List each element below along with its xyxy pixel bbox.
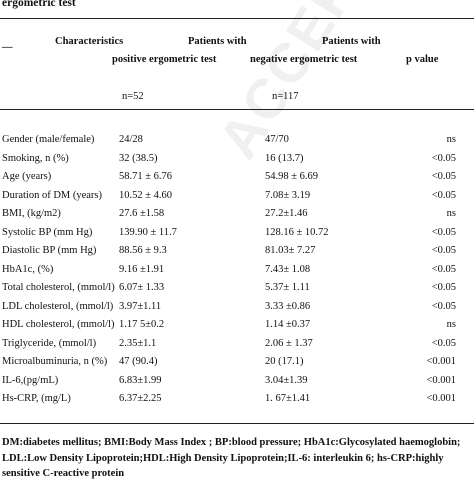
bottom-rule — [0, 423, 474, 424]
table-row: Hs-CRP, (mg/L) 6.37±2.25 1. 67±1.41 <0.001 — [0, 393, 474, 411]
negative-value: 47/70 — [265, 134, 289, 145]
positive-value: 27.6 ±1.58 — [119, 208, 165, 219]
row-label: Duration of DM (years) — [2, 189, 103, 201]
negative-value: 1.14 ±0.37 — [265, 319, 311, 330]
row-label: Gender (male/female) — [2, 134, 95, 145]
positive-value: 58.71 ± 6.76 — [119, 171, 173, 182]
header-negative-line1: Patients with — [322, 36, 381, 47]
header-positive-line1: Patients with — [188, 36, 247, 47]
negative-value: 54.98 ± 6.69 — [265, 171, 319, 182]
negative-value: 2.06 ± 1.37 — [265, 337, 313, 349]
header-characteristics: Characteristics — [55, 36, 124, 47]
p-value: ns — [446, 208, 456, 219]
p-value: <0.05 — [431, 263, 456, 275]
row-label: Hs-CRP, (mg/L) — [2, 393, 71, 404]
p-value: <0.001 — [426, 393, 456, 404]
positive-value: 3.97±1.11 — [119, 300, 162, 312]
table-row: HbA1c, (%) 9.16 ±1.91 7.43± 1.08 <0.05 — [0, 264, 474, 282]
row-label: LDL cholesterol, (mmol/l) — [2, 300, 114, 312]
positive-value: 139.90 ± 11.7 — [119, 226, 177, 238]
table-row: Duration of DM (years) 10.52 ± 4.60 7.08± … — [0, 190, 474, 208]
p-value: <0.05 — [431, 171, 456, 182]
negative-value: 7.43± 1.08 — [265, 263, 311, 275]
positive-value: 47 (90.4) — [119, 356, 158, 367]
header-p-value: p value — [406, 54, 439, 65]
p-value: <0.001 — [426, 374, 456, 386]
n-negative: n=117 — [272, 91, 299, 102]
positive-value: 24/28 — [119, 134, 143, 145]
table-row: Triglyceride, (mmol/l) 2.35±1.1 2.06 ± 1.3… — [0, 338, 474, 356]
row-label: Total cholesterol, (mmol/l) — [2, 282, 115, 293]
row-label: Systolic BP (mm Hg) — [2, 226, 93, 238]
row-label: Microalbuminuria, n (%) — [2, 356, 108, 367]
table-row: HDL cholesterol, (mmol/l) 1.17 5±0.2 1.14 … — [0, 319, 474, 337]
table-row: Age (years) 58.71 ± 6.76 54.98 ± 6.69 <0.05 — [0, 171, 474, 189]
table-row: Total cholesterol, (mmol/l) 6.07± 1.33 5.3… — [0, 282, 474, 300]
positive-value: 6.07± 1.33 — [119, 282, 165, 293]
positive-value: 88.56 ± 9.3 — [119, 245, 167, 256]
negative-value: 3.04±1.39 — [265, 374, 308, 386]
table-row: Smoking, n (%) 32 (38.5) 16 (13.7) <0.05 — [0, 153, 474, 171]
p-value: <0.001 — [426, 356, 456, 367]
positive-value: 6.37±2.25 — [119, 393, 162, 404]
table-row: Diastolic BP (mm Hg) 88.56 ± 9.3 81.03± 7.… — [0, 245, 474, 263]
negative-value: 81.03± 7.27 — [265, 245, 316, 256]
table-row: LDL cholesterol, (mmol/l) 3.97±1.11 3.33 ±… — [0, 301, 474, 319]
header-negative-line2: negative ergometric test — [250, 54, 358, 65]
table-row: Systolic BP (mm Hg) 139.90 ± 11.7 128.16 ±… — [0, 227, 474, 245]
negative-value: 27.2±1.46 — [265, 208, 308, 219]
row-label: Diastolic BP (mm Hg) — [2, 245, 97, 256]
table-row: BMI, (kg/m2) 27.6 ±1.58 27.2±1.46 ns — [0, 208, 474, 226]
positive-value: 9.16 ±1.91 — [119, 263, 165, 275]
negative-value: 128.16 ± 10.72 — [265, 226, 329, 238]
table-caption: ergometric test — [2, 0, 76, 9]
table-row: Microalbuminuria, n (%) 47 (90.4) 20 (17.1… — [0, 356, 474, 374]
p-value: <0.05 — [431, 337, 456, 349]
positive-value: 2.35±1.1 — [119, 337, 157, 349]
positive-value: 32 (38.5) — [119, 152, 158, 164]
row-label: Age (years) — [2, 171, 52, 182]
negative-value: 1. 67±1.41 — [265, 393, 311, 404]
p-value: ns — [446, 319, 456, 330]
p-value: <0.05 — [431, 300, 456, 312]
table-footnote: DM:diabetes mellitus; BMI:Body Mass Inde… — [2, 437, 461, 479]
negative-value: 16 (13.7) — [265, 152, 304, 164]
top-rule — [0, 18, 474, 19]
header-positive-line2: positive ergometric test — [112, 54, 217, 65]
p-value: <0.05 — [431, 226, 456, 238]
negative-value: 20 (17.1) — [265, 356, 304, 367]
row-label: HDL cholesterol, (mmol/l) — [2, 319, 115, 330]
row-label: BMI, (kg/m2) — [2, 208, 61, 219]
header-rule — [0, 109, 474, 110]
p-value: <0.05 — [431, 152, 456, 164]
positive-value: 1.17 5±0.2 — [119, 319, 165, 330]
row-label: Smoking, n (%) — [2, 152, 69, 164]
negative-value: 3.33 ±0.86 — [265, 300, 311, 312]
row-label: HbA1c, (%) — [2, 263, 54, 275]
row-label: IL-6,(pg/mL) — [2, 374, 59, 386]
row-label: Triglyceride, (mmol/l) — [2, 337, 97, 349]
p-value: <0.05 — [431, 189, 456, 201]
positive-value: 6.83±1.99 — [119, 374, 162, 386]
n-positive: n=52 — [122, 91, 144, 102]
p-value: ns — [446, 134, 456, 145]
p-value: <0.05 — [431, 245, 456, 256]
negative-value: 7.08± 3.19 — [265, 189, 311, 201]
table-row: IL-6,(pg/mL) 6.83±1.99 3.04±1.39 <0.001 — [0, 375, 474, 393]
positive-value: 10.52 ± 4.60 — [119, 189, 173, 201]
table-row: Gender (male/female) 24/28 47/70 ns — [0, 134, 474, 152]
header-dash: __ — [2, 38, 13, 49]
p-value: <0.05 — [431, 282, 456, 293]
negative-value: 5.37± 1.11 — [265, 282, 310, 293]
